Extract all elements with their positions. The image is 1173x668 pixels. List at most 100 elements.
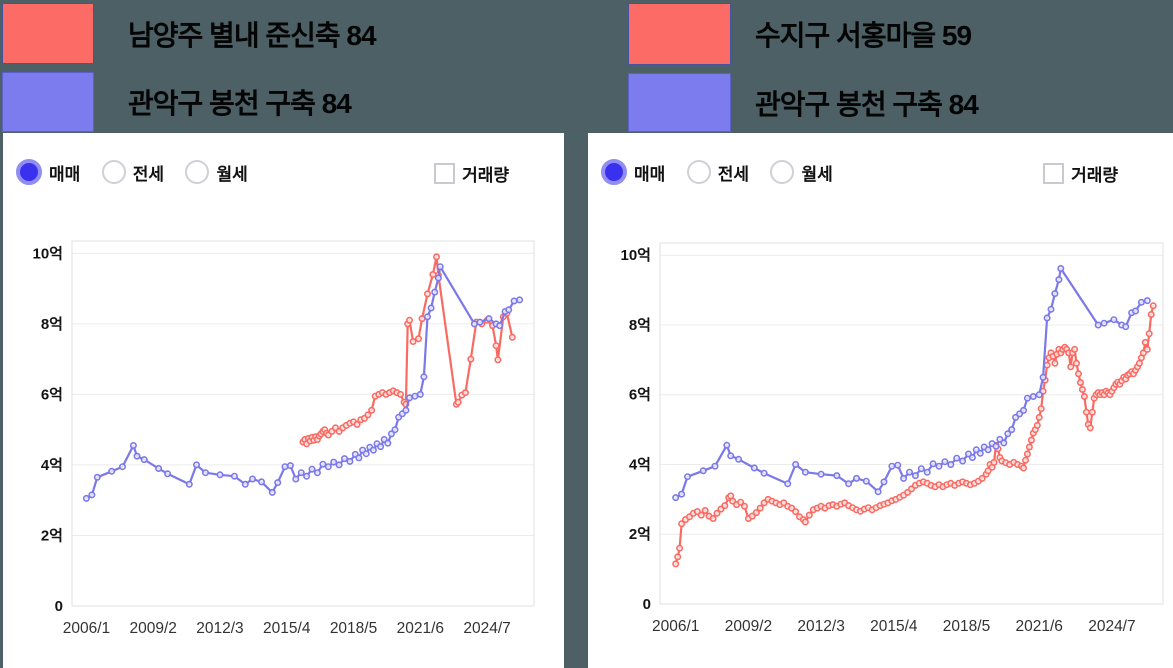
red-marker xyxy=(467,355,475,363)
blue-marker xyxy=(750,464,758,472)
blue-marker xyxy=(900,474,908,482)
blue-marker xyxy=(672,494,680,502)
red-marker xyxy=(1074,370,1082,378)
blue-marker xyxy=(1043,314,1051,322)
blue-marker xyxy=(699,467,707,475)
red-marker xyxy=(978,474,986,482)
red-marker xyxy=(461,389,469,397)
blue-marker xyxy=(129,442,137,450)
y-axis-tick-label: 4억 xyxy=(41,456,63,474)
radio-jeonse[interactable]: 전세 xyxy=(686,160,749,185)
blue-marker xyxy=(362,450,370,458)
radio-maemae-label: 매매 xyxy=(49,164,81,184)
blue-marker xyxy=(431,288,439,296)
x-axis-tick-label: 2012/3 xyxy=(196,620,243,637)
blue-marker xyxy=(905,468,913,476)
blue-marker xyxy=(387,430,395,438)
blue-marker xyxy=(496,322,504,330)
blue-marker xyxy=(801,468,809,476)
legend-label: 수지구 서홍마을 59 xyxy=(755,20,972,51)
blue-marker xyxy=(303,472,311,480)
red-marker xyxy=(1082,408,1090,416)
red-marker xyxy=(429,271,437,279)
radio-maemae[interactable]: 매매 xyxy=(601,159,665,185)
blue-marker xyxy=(1000,439,1008,447)
red-marker xyxy=(492,342,500,350)
red-marker xyxy=(396,390,404,398)
blue-marker xyxy=(833,472,841,480)
radio-wolse[interactable]: 월세 xyxy=(185,160,248,185)
red-marker xyxy=(737,498,745,506)
radio-jeonse-circle[interactable] xyxy=(101,160,126,184)
blue-line xyxy=(674,267,1149,499)
blue-marker xyxy=(119,463,127,471)
radio-wolse-circle[interactable] xyxy=(185,160,210,184)
blue-marker xyxy=(369,446,377,454)
blue-marker xyxy=(1008,426,1016,434)
red-marker xyxy=(676,544,684,552)
blue-marker xyxy=(330,458,338,466)
blue-marker xyxy=(735,455,743,463)
legend-label: 남양주 별내 준신축 84 xyxy=(128,19,377,51)
blue-marker xyxy=(420,373,428,381)
trade-type-controls: 매매 전세 월세 거래량 xyxy=(601,159,1173,193)
red-marker xyxy=(1141,338,1149,346)
volume-checkbox[interactable] xyxy=(1043,163,1065,184)
red-line xyxy=(301,255,514,445)
radio-maemae-circle[interactable] xyxy=(16,159,42,185)
radio-maemae-circle[interactable] xyxy=(601,159,627,185)
x-axis-tick-label: 2018/5 xyxy=(943,618,990,635)
left-price-chart-red-series xyxy=(299,253,516,448)
red-marker xyxy=(454,398,462,406)
blue-marker xyxy=(923,468,931,476)
red-marker xyxy=(990,458,998,466)
blue-marker xyxy=(340,455,348,463)
red-marker xyxy=(418,315,426,323)
red-marker xyxy=(1051,359,1059,367)
blue-marker xyxy=(852,474,860,482)
radio-jeonse-circle[interactable] xyxy=(686,160,711,184)
x-axis-tick-label: 2015/4 xyxy=(870,618,918,635)
blue-marker xyxy=(784,480,792,488)
blue-marker xyxy=(1131,307,1139,315)
blue-marker xyxy=(470,320,478,328)
blue-marker xyxy=(1094,321,1102,329)
y-axis-tick-label: 10억 xyxy=(33,244,64,262)
red-marker xyxy=(1076,379,1084,387)
legend-swatch-red xyxy=(2,3,94,64)
blue-marker xyxy=(894,461,902,469)
red-marker xyxy=(1025,443,1033,451)
legend-swatch-red xyxy=(628,3,731,65)
blue-marker xyxy=(319,460,327,468)
blue-marker xyxy=(355,454,363,462)
blue-marker xyxy=(216,471,224,479)
blue-marker xyxy=(727,452,735,460)
blue-marker xyxy=(992,442,1000,450)
radio-jeonse[interactable]: 전세 xyxy=(101,160,164,185)
blue-marker xyxy=(286,462,294,470)
radio-wolse[interactable]: 월세 xyxy=(770,160,833,185)
x-axis-tick-label: 2006/1 xyxy=(652,618,699,635)
blue-marker xyxy=(258,478,266,486)
x-axis-tick-label: 2024/7 xyxy=(1088,618,1135,635)
blue-marker xyxy=(88,491,96,499)
radio-maemae-label: 매매 xyxy=(634,164,666,184)
blue-marker xyxy=(723,441,731,449)
x-axis-tick-label: 2009/2 xyxy=(130,620,177,637)
red-marker xyxy=(1071,345,1079,353)
radio-wolse-circle[interactable] xyxy=(770,160,795,184)
x-axis-tick-label: 2021/6 xyxy=(397,620,444,637)
blue-marker xyxy=(313,469,321,477)
radio-maemae[interactable]: 매매 xyxy=(16,159,80,185)
volume-checkbox[interactable] xyxy=(434,163,456,184)
blue-marker xyxy=(93,473,101,481)
blue-marker xyxy=(1122,323,1130,331)
volume-checkbox-group[interactable]: 거래량 xyxy=(1043,161,1118,186)
blue-marker xyxy=(308,465,316,473)
volume-checkbox-group[interactable]: 거래량 xyxy=(434,161,509,186)
blue-marker xyxy=(1039,373,1047,381)
blue-marker xyxy=(1100,319,1108,327)
blue-marker xyxy=(1023,394,1031,402)
blue-marker xyxy=(335,461,343,469)
